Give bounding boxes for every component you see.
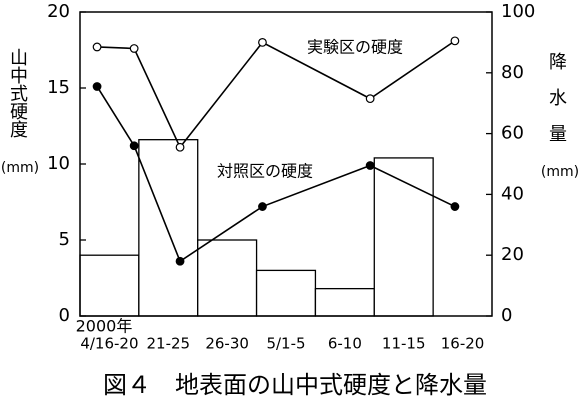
point xyxy=(129,141,139,151)
bar xyxy=(197,239,258,317)
line xyxy=(97,40,456,149)
x-tick-label: 5/1-5 xyxy=(266,335,305,353)
y2-tick-label: 20 xyxy=(501,244,524,265)
y-tick-label: 15 xyxy=(47,77,70,98)
y-axis-label: 山中式硬度 xyxy=(7,48,28,138)
bar xyxy=(255,269,317,317)
series-label: 対照区の硬度 xyxy=(217,162,313,181)
bar xyxy=(79,254,140,317)
x-tick-label: 11-15 xyxy=(382,335,426,353)
y-tick-label: 20 xyxy=(47,1,70,22)
x-tick-label: 26-30 xyxy=(205,335,249,353)
point xyxy=(258,202,267,211)
caption: 図４ 地表面の山中式硬度と降水量 xyxy=(103,371,487,399)
y2-tick-label: 80 xyxy=(501,62,524,83)
y-axis-unit: (mm) xyxy=(1,160,39,176)
x-tick-label: 4/16-20 xyxy=(80,335,138,353)
x-tick-label: 16-20 xyxy=(441,335,485,353)
bar xyxy=(373,157,434,317)
y2-tick-label: 100 xyxy=(501,1,535,22)
point xyxy=(365,161,375,170)
line xyxy=(96,86,456,263)
point xyxy=(92,42,102,52)
y2-tick-label: 60 xyxy=(501,123,524,144)
bar xyxy=(138,139,199,317)
point xyxy=(450,202,460,211)
point xyxy=(175,256,185,266)
y2-tick-label: 40 xyxy=(501,183,524,204)
x-tick-label: 21-25 xyxy=(146,335,190,353)
point xyxy=(129,44,139,53)
y2-tick-label: 0 xyxy=(501,305,512,326)
point xyxy=(92,82,102,91)
point xyxy=(450,36,460,46)
y-tick-label: 10 xyxy=(47,153,70,174)
point xyxy=(258,38,267,47)
y2-axis-label: 降水量 xyxy=(546,52,567,160)
point xyxy=(175,142,185,152)
bar xyxy=(314,287,375,317)
x-annotation: 2000年 xyxy=(76,317,133,336)
y2-axis-unit: (mm) xyxy=(541,164,579,180)
y-tick-label: 0 xyxy=(59,305,70,326)
x-tick-label: 6-10 xyxy=(328,335,362,353)
y-tick-label: 5 xyxy=(59,229,70,250)
point xyxy=(365,94,375,104)
series-label: 実験区の硬度 xyxy=(307,38,403,57)
